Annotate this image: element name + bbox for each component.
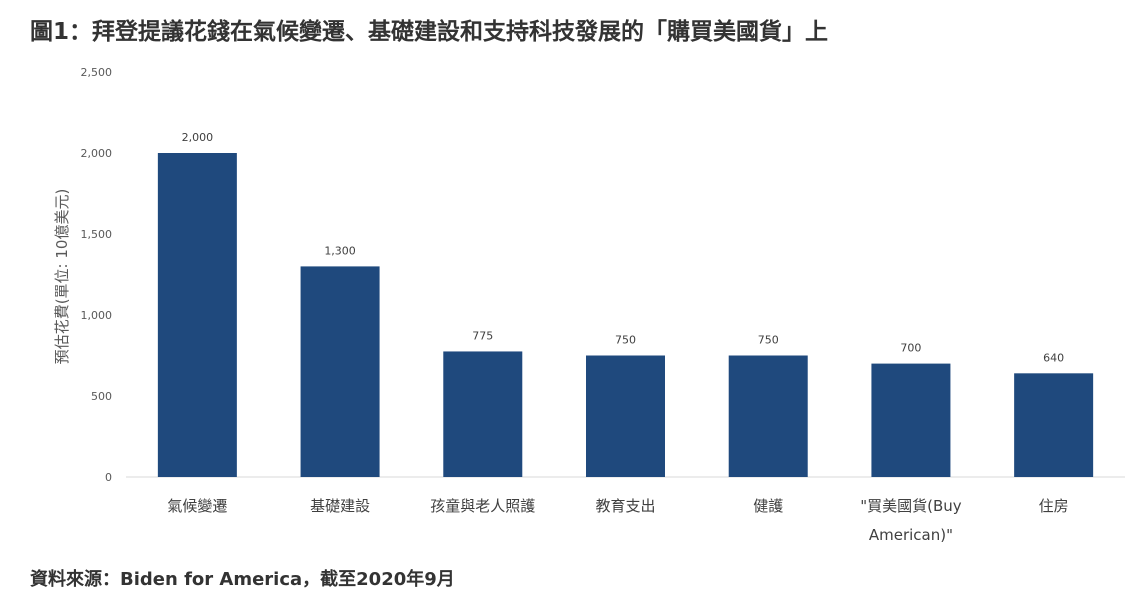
- data-label: 1,300: [324, 244, 356, 257]
- data-label: 750: [615, 334, 636, 347]
- x-tick-label: "買美國貨(Buy: [860, 497, 962, 515]
- bar-chart: 0 500 1,000 1,500 2,000 2,500 預估花費(單位: 10億美元) 2…: [53, 66, 1125, 544]
- bar: [300, 266, 380, 477]
- y-tick-label: 0: [105, 471, 112, 484]
- y-tick-label: 1,000: [81, 309, 113, 322]
- bar: [1014, 373, 1094, 477]
- x-tick-label: American)": [869, 526, 953, 544]
- bar: [586, 355, 665, 477]
- x-tick-label: 健護: [753, 497, 783, 515]
- data-label: 640: [1043, 351, 1064, 364]
- x-tick-label: 孩童與老人照護: [430, 497, 535, 515]
- bar: [871, 363, 951, 477]
- y-axis-title: 預估花費(單位: 10億美元): [53, 189, 71, 365]
- x-tick-label: 基礎建設: [310, 497, 370, 515]
- x-tick-label: 住房: [1039, 497, 1069, 515]
- y-tick-label: 2,000: [81, 147, 113, 160]
- x-tick-label: 教育支出: [595, 497, 655, 515]
- data-label: 775: [472, 329, 493, 342]
- data-label: 2,000: [182, 131, 214, 144]
- bar: [443, 351, 523, 477]
- y-tick-label: 2,500: [81, 66, 113, 79]
- bar: [157, 153, 237, 477]
- bar: [728, 355, 808, 477]
- y-tick-label: 500: [91, 390, 112, 403]
- y-tick-label: 1,500: [81, 228, 113, 241]
- source-note: 資料來源：Biden for America，截至2020年9月: [30, 569, 455, 590]
- x-tick-label: 氣候變遷: [167, 497, 227, 515]
- data-label: 700: [900, 342, 921, 355]
- chart-title: 圖1：拜登提議花錢在氣候變遷、基礎建設和支持科技發展的「購買美國貨」上: [30, 19, 829, 45]
- data-label: 750: [758, 334, 779, 347]
